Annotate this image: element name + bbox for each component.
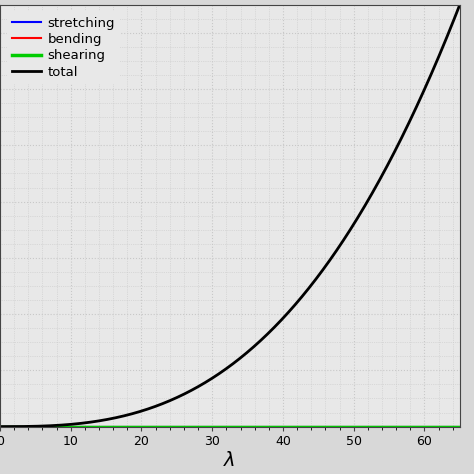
shearing: [0, 424, 3, 429]
Line: total: total: [0, 5, 460, 427]
shearing: [183, 424, 189, 429]
stretching: [0, 424, 3, 429]
bending: [183, 424, 189, 429]
bending: [200, 424, 205, 429]
total: [44, 423, 50, 429]
shearing: [313, 424, 319, 429]
stretching: [44, 424, 50, 429]
total: [364, 200, 370, 205]
shearing: [44, 424, 50, 429]
bending: [457, 424, 463, 429]
stretching: [183, 424, 189, 429]
total: [457, 2, 463, 8]
shearing: [200, 424, 205, 429]
stretching: [457, 424, 463, 429]
stretching: [364, 424, 370, 429]
Legend: stretching, bending, shearing, total: stretching, bending, shearing, total: [7, 11, 120, 84]
total: [0, 424, 3, 429]
total: [200, 381, 205, 387]
bending: [356, 424, 361, 429]
bending: [0, 424, 3, 429]
bending: [313, 424, 319, 429]
bending: [364, 424, 370, 429]
shearing: [356, 424, 361, 429]
total: [356, 213, 361, 219]
X-axis label: λ: λ: [224, 451, 236, 470]
bending: [44, 424, 50, 429]
total: [183, 390, 189, 396]
stretching: [356, 424, 361, 429]
total: [313, 276, 319, 282]
stretching: [200, 424, 205, 429]
shearing: [457, 424, 463, 429]
shearing: [364, 424, 370, 429]
stretching: [313, 424, 319, 429]
